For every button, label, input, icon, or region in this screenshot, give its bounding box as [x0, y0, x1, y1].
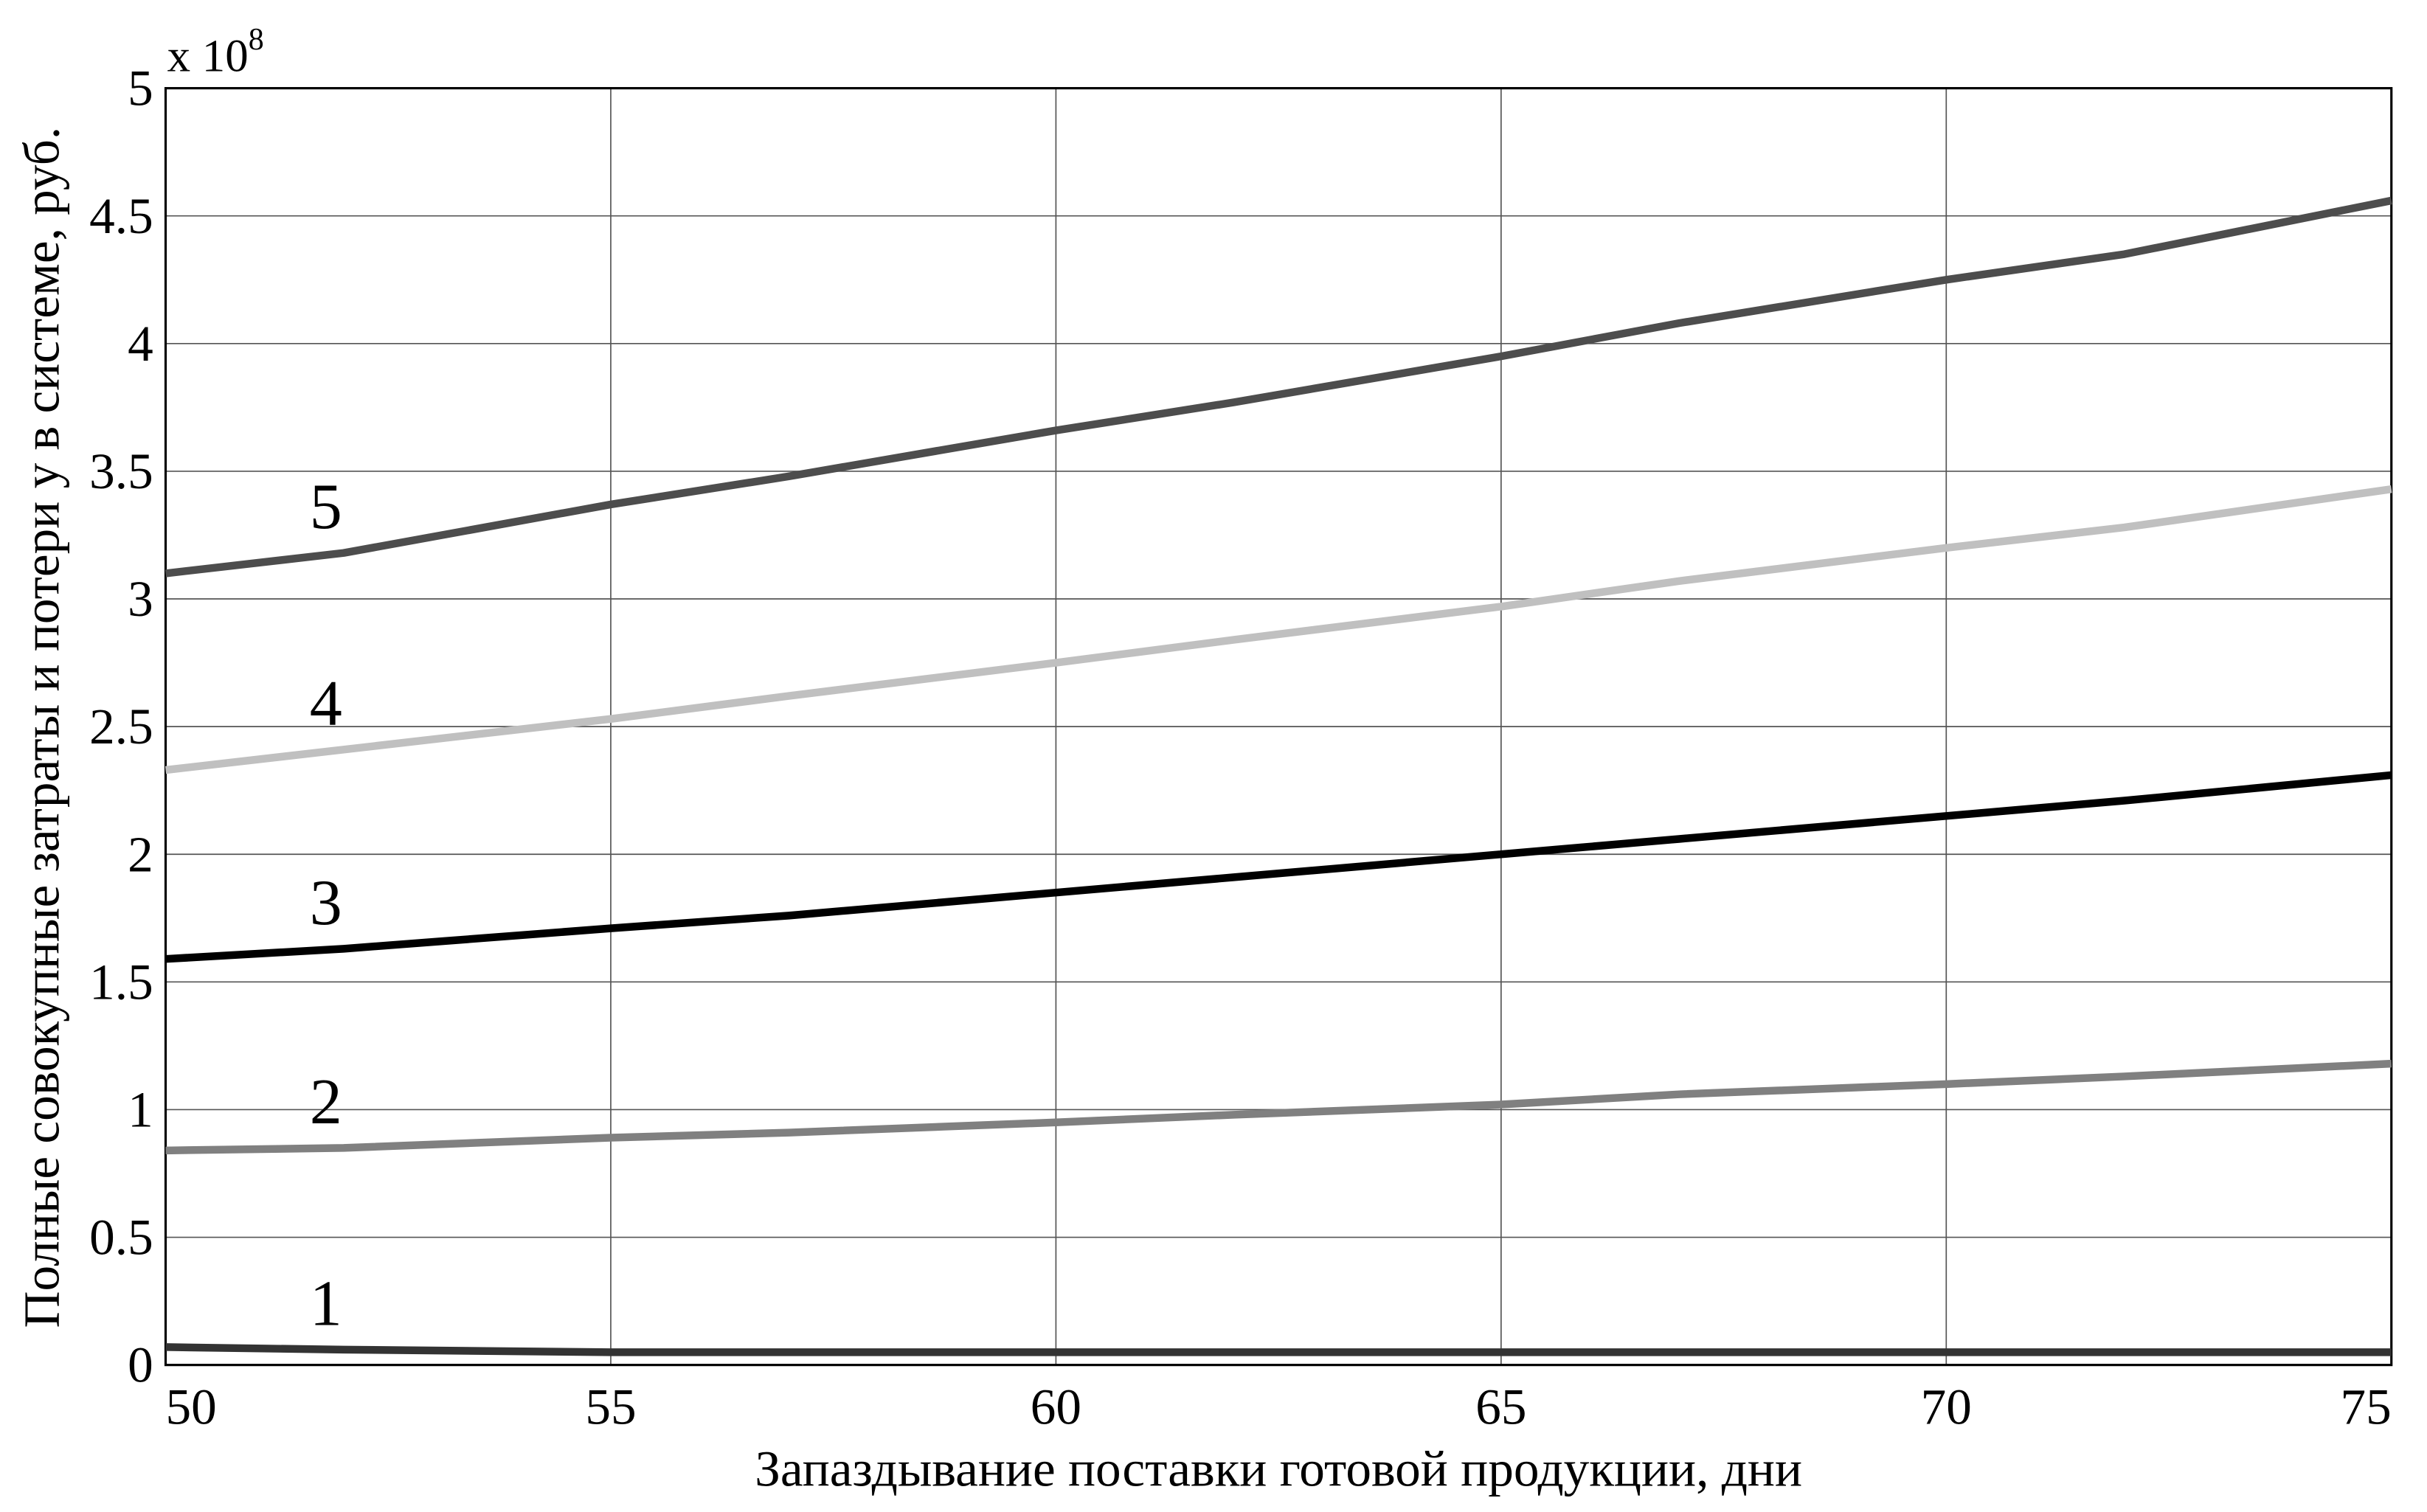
x-tick-label: 65: [1475, 1378, 1526, 1435]
y-tick-label: 1.5: [89, 953, 153, 1010]
x-tick-label: 55: [585, 1378, 636, 1435]
series-label: 1: [310, 1267, 342, 1339]
y-tick-label: 3.5: [89, 443, 153, 499]
series-label: 3: [310, 867, 342, 939]
y-tick-label: 5: [128, 60, 153, 117]
series-line: [165, 1343, 2392, 1356]
y-tick-label: 0: [128, 1336, 153, 1393]
y-tick-label: 0.5: [89, 1209, 153, 1266]
series-line: [165, 1059, 2392, 1155]
series-line: [165, 485, 2392, 774]
y-tick-label: 2.5: [89, 698, 153, 755]
x-tick-label: 60: [1031, 1378, 1081, 1435]
series-line: [165, 196, 2392, 578]
plot-frame: [164, 87, 2393, 1367]
y-tick-label: 2: [128, 825, 153, 882]
y-tick-label: 4.5: [89, 187, 153, 244]
y-axis-label: Полные совокупные затраты и потери у в с…: [13, 127, 70, 1328]
y-tick-label: 1: [128, 1081, 153, 1138]
series-label: 5: [310, 471, 342, 543]
y-tick-label: 3: [128, 570, 153, 627]
series-label: 2: [310, 1066, 342, 1138]
x-tick-label: 70: [1921, 1378, 1972, 1435]
multiplier-exponent: 8: [249, 23, 264, 57]
multiplier-base: x 10: [167, 30, 249, 82]
x-tick-label: 50: [166, 1378, 217, 1435]
series-line: [165, 771, 2392, 963]
x-tick-label: 75: [2341, 1378, 2392, 1435]
y-tick-label: 4: [128, 315, 153, 372]
series-label: 4: [310, 667, 342, 740]
x-axis-label: Запаздывание поставки готовой продукции,…: [755, 1440, 1802, 1497]
y-multiplier: x 108: [167, 23, 264, 81]
